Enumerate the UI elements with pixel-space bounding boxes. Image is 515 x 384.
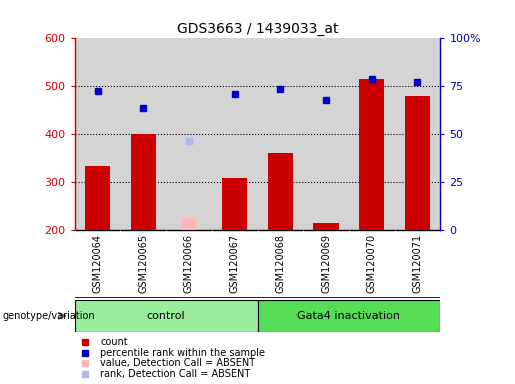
Text: count: count (100, 337, 128, 347)
Text: GSM120064: GSM120064 (93, 234, 102, 293)
Bar (75, 300, 258, 331)
Text: rank, Detection Call = ABSENT: rank, Detection Call = ABSENT (100, 369, 251, 379)
Text: GSM120069: GSM120069 (321, 234, 331, 293)
Bar (268, 152, 293, 230)
Text: GSM120066: GSM120066 (184, 234, 194, 293)
Bar (85, 166, 110, 230)
Bar (314, 223, 339, 230)
Text: Gata4 inactivation: Gata4 inactivation (297, 311, 400, 321)
Bar (359, 79, 384, 230)
Text: GSM120070: GSM120070 (367, 234, 377, 293)
Text: GSM120068: GSM120068 (276, 234, 285, 293)
Text: value, Detection Call = ABSENT: value, Detection Call = ABSENT (100, 358, 255, 368)
Title: GDS3663 / 1439033_at: GDS3663 / 1439033_at (177, 22, 338, 36)
Text: genotype/variation: genotype/variation (3, 311, 95, 321)
Text: GSM120067: GSM120067 (230, 234, 239, 293)
Text: control: control (147, 311, 185, 321)
Bar (182, 218, 196, 230)
Bar (222, 177, 247, 230)
Text: GSM120065: GSM120065 (138, 234, 148, 293)
Bar (131, 134, 156, 230)
Text: GSM120071: GSM120071 (413, 234, 422, 293)
Text: percentile rank within the sample: percentile rank within the sample (100, 348, 265, 358)
Bar (405, 96, 430, 230)
Bar (258, 300, 440, 331)
